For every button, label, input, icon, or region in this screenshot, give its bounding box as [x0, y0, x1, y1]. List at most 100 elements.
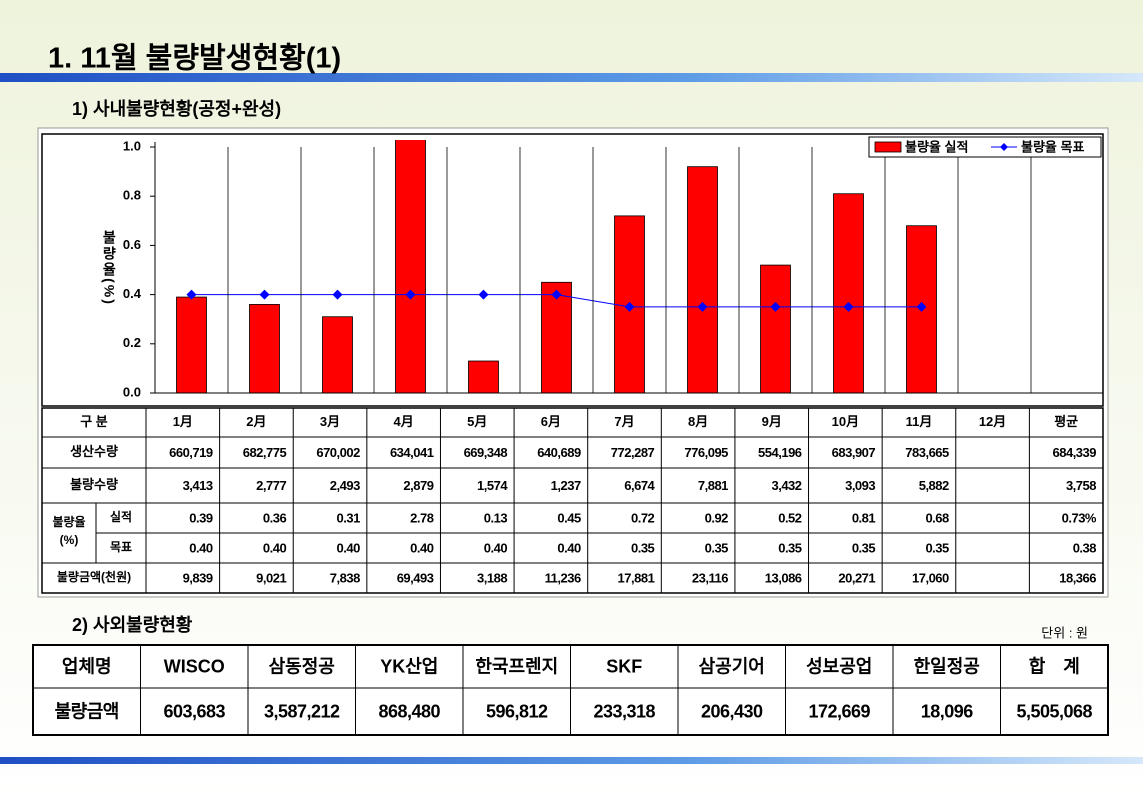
table-header: 삼공기어 [699, 656, 765, 676]
table-header: SKF [606, 656, 642, 676]
table-cell: 640,689 [537, 445, 581, 460]
table-cell: 0.31 [337, 510, 361, 525]
table-cell: 0.45 [557, 510, 581, 525]
table-cell: 683,907 [832, 445, 876, 460]
table-cell: 0.52 [778, 510, 802, 525]
plot-area [176, 140, 937, 393]
row-label: 불량수량 [70, 477, 118, 492]
table-header: 성보공업 [806, 656, 872, 676]
line-marker [843, 301, 854, 312]
table-cell: 3,188 [477, 570, 507, 585]
table-cell: 18,366 [1059, 570, 1096, 585]
line-marker [332, 289, 343, 300]
table-header: 평균 [1054, 414, 1078, 429]
table-header: 7月 [614, 414, 634, 429]
table-cell: 603,683 [163, 701, 225, 721]
table-cell: 596,812 [486, 701, 548, 721]
table-cell: 9,839 [183, 570, 213, 585]
table-cell: 0.92 [705, 510, 729, 525]
table-cell: 233,318 [593, 701, 655, 721]
table-cell: 0.40 [337, 540, 361, 555]
page-title: 1. 11월 불량발생현황(1) [48, 42, 341, 75]
line-marker [259, 289, 270, 300]
table-cell: 0.40 [189, 540, 213, 555]
table-cell: 불량금액 [55, 701, 119, 721]
table-cell: 7,838 [330, 570, 360, 585]
section-title: 2) 사외불량현황 [72, 615, 193, 635]
table-cell: 2.78 [410, 510, 434, 525]
legend-label: 불량율 목표 [1021, 139, 1084, 154]
table-header: 6月 [541, 414, 561, 429]
table-cell: 5,882 [919, 478, 949, 493]
table-cell: 0.35 [778, 540, 802, 555]
row-label: 불량금액(천원) [57, 569, 131, 584]
y-tick-label: 1.0 [123, 138, 141, 153]
table-header: 11月 [906, 414, 933, 429]
table-cell: 783,665 [905, 445, 949, 460]
table-cell: 0.36 [263, 510, 287, 525]
table-cell: 3,432 [771, 478, 801, 493]
line-marker [916, 301, 927, 312]
table-frame [41, 407, 1104, 594]
table-cell: 0.40 [557, 540, 581, 555]
table-header: 삼동정공 [269, 656, 335, 676]
table-cell: 634,041 [390, 445, 434, 460]
table-cell: 206,430 [701, 701, 763, 721]
table-cell: 0.68 [925, 510, 949, 525]
table-cell: 0.72 [631, 510, 655, 525]
unit-label: 단위 : 원 [1041, 625, 1088, 640]
legend-swatch [874, 141, 902, 153]
table-header: 한일정공 [914, 656, 980, 676]
table-cell: 11,236 [545, 570, 581, 585]
table-cell: 868,480 [378, 701, 440, 721]
row-group-label: (%) [60, 533, 79, 547]
table-header: YK산업 [380, 656, 438, 676]
table-cell: 0.13 [484, 510, 508, 525]
table-cell: 20,271 [838, 570, 875, 585]
legend-label: 불량율 실적 [905, 139, 968, 154]
table-cell: 776,095 [684, 445, 728, 460]
section-title: 1) 사내불량현황(공정+완성) [72, 99, 281, 119]
table-header: 12月 [979, 414, 1006, 429]
line-marker [478, 289, 489, 300]
table-cell: 18,096 [921, 701, 974, 721]
table-cell: 69,493 [397, 570, 434, 585]
table-header: 3月 [320, 414, 340, 429]
table-header: 구 분 [80, 414, 108, 429]
line-marker [697, 301, 708, 312]
table-header: 10月 [832, 414, 859, 429]
table-cell: 772,287 [611, 445, 655, 460]
table-cell: 1,574 [477, 478, 508, 493]
table-cell: 0.35 [631, 540, 655, 555]
table-cell: 0.40 [263, 540, 287, 555]
bar [687, 166, 718, 393]
table-cell: 0.35 [705, 540, 729, 555]
line-marker [770, 301, 781, 312]
y-tick-label: 0.4 [123, 286, 142, 301]
table-cell: 0.39 [189, 510, 213, 525]
line-marker [405, 289, 416, 300]
bar [760, 264, 791, 393]
table-header: 업체명 [62, 656, 112, 676]
table-cell: 13,086 [765, 570, 802, 585]
table-cell: 0.35 [925, 540, 949, 555]
table-cell: 554,196 [758, 445, 802, 460]
table-cell: 7,881 [698, 478, 728, 493]
table-cell: 9,021 [256, 570, 286, 585]
table-cell: 2,879 [403, 478, 433, 493]
table-cell: 17,060 [912, 570, 949, 585]
row-label: 생산수량 [70, 444, 118, 459]
table-cell: 2,493 [330, 478, 360, 493]
legend-box [868, 136, 1102, 158]
bar [395, 140, 426, 393]
table-header: 한국프렌지 [475, 656, 558, 676]
table-cell: 1,237 [551, 478, 581, 493]
table-cell: 0.73% [1062, 510, 1097, 525]
bar [249, 304, 280, 393]
y-tick-label: 0.8 [123, 188, 141, 203]
table-cell: 23,116 [692, 570, 728, 585]
table-cell: 3,093 [845, 478, 875, 493]
table-header: 8月 [688, 414, 708, 429]
table-cell: 670,002 [316, 445, 360, 460]
